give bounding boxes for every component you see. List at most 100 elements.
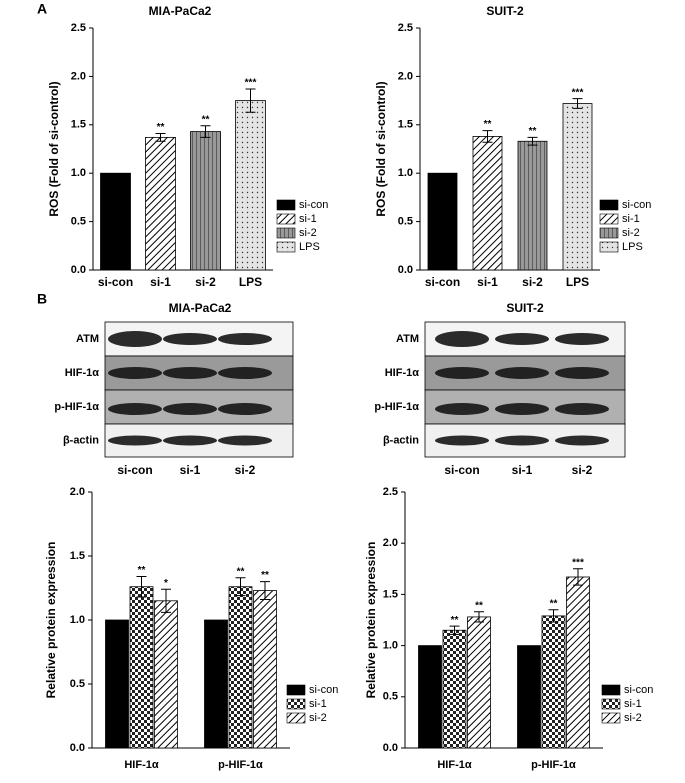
blot-band xyxy=(435,367,489,379)
blot-band xyxy=(495,367,549,379)
blot-lane-label: si-con xyxy=(444,463,479,477)
blot-band xyxy=(163,333,217,345)
y-tick-label: 1.5 xyxy=(383,588,398,600)
legend-label: si-2 xyxy=(299,227,317,239)
error-bar xyxy=(155,133,166,142)
blot-title: SUIT-2 xyxy=(506,301,544,315)
blot-band xyxy=(555,435,609,446)
error-bar xyxy=(235,577,246,597)
y-tick-label: 2.5 xyxy=(383,486,398,498)
significance: ** xyxy=(529,126,537,137)
x-tick-label: si-con xyxy=(425,275,460,289)
bar xyxy=(204,619,228,749)
blot-lane-label: si-2 xyxy=(572,463,593,477)
y-tick-label: 2.0 xyxy=(71,70,86,82)
legend-swatch xyxy=(599,199,619,211)
y-tick-label: 2.0 xyxy=(70,486,85,498)
bar xyxy=(562,103,593,271)
x-tick-label: si-2 xyxy=(195,275,216,289)
legend-label: si-2 xyxy=(309,712,327,724)
significance: ** xyxy=(157,122,165,133)
error-bar xyxy=(482,130,493,143)
x-tick-label: si-1 xyxy=(477,275,498,289)
blot-band xyxy=(555,333,609,345)
legend-swatch xyxy=(276,241,296,253)
legend-swatch xyxy=(601,684,621,696)
y-axis-label: Relative protein expression xyxy=(364,542,378,699)
legend-swatch xyxy=(286,712,306,724)
legend-label: LPS xyxy=(622,241,643,253)
blot-row-label: β-actin xyxy=(383,434,419,446)
blot-band xyxy=(435,403,489,415)
blot-band xyxy=(435,435,489,446)
y-tick-label: 1.5 xyxy=(70,550,85,562)
blot-band xyxy=(495,333,549,345)
bar xyxy=(472,136,503,271)
bar xyxy=(154,600,178,749)
significance: *** xyxy=(572,87,584,98)
bar xyxy=(418,645,442,749)
blot-row-label: HIF-1α xyxy=(385,367,420,379)
legend-label: si-1 xyxy=(309,698,327,710)
blot-band xyxy=(218,333,272,345)
legend-swatch xyxy=(599,227,619,239)
significance: ** xyxy=(202,114,210,125)
y-tick-label: 0.0 xyxy=(71,264,86,276)
legend-swatch xyxy=(276,213,296,225)
significance: ** xyxy=(550,598,558,609)
legend-swatch xyxy=(601,698,621,710)
blot-row-label: p-HIF-1α xyxy=(374,401,419,413)
y-tick-label: 1.5 xyxy=(71,119,86,131)
legend-label: si-2 xyxy=(624,712,642,724)
legend-label: si-con xyxy=(299,199,328,211)
y-tick-label: 0.5 xyxy=(383,691,398,703)
blot-band xyxy=(218,367,272,379)
y-axis-label: Relative protein expression xyxy=(44,542,58,699)
significance: ** xyxy=(475,600,483,611)
x-tick-label: p-HIF-1α xyxy=(531,759,576,771)
legend-label: si-1 xyxy=(624,698,642,710)
blot-row-label: β-actin xyxy=(63,434,99,446)
chart-title: SUIT-2 xyxy=(486,4,524,18)
significance: *** xyxy=(572,557,584,568)
blot-band xyxy=(163,435,217,446)
bar xyxy=(228,586,253,749)
x-tick-label: si-1 xyxy=(150,275,171,289)
error-bar xyxy=(260,581,270,601)
bar xyxy=(427,172,458,271)
bar xyxy=(100,172,131,271)
bar xyxy=(442,629,467,749)
legend-label: si-con xyxy=(309,684,338,696)
legend-swatch xyxy=(601,712,621,724)
error-bar xyxy=(527,136,538,146)
blot-band xyxy=(108,367,162,379)
legend-swatch xyxy=(599,213,619,225)
error-bar xyxy=(573,568,583,586)
error-bar xyxy=(449,625,460,635)
legend-swatch xyxy=(276,227,296,239)
error-bar xyxy=(548,609,559,623)
y-axis-label: ROS (Fold of si-control) xyxy=(374,81,388,216)
blot-lane-label: si-2 xyxy=(235,463,256,477)
x-tick-label: HIF-1α xyxy=(124,759,159,771)
x-tick-label: LPS xyxy=(239,275,262,289)
y-tick-label: 2.0 xyxy=(383,537,398,549)
legend-label: LPS xyxy=(299,241,320,253)
error-bar xyxy=(474,611,484,623)
chart-title: MIA-PaCa2 xyxy=(149,4,212,18)
legend-swatch xyxy=(276,199,296,211)
y-tick-label: 0.5 xyxy=(70,678,85,690)
x-tick-label: p-HIF-1α xyxy=(218,759,263,771)
bar xyxy=(467,616,491,749)
bar xyxy=(517,140,548,271)
legend-label: si-2 xyxy=(622,227,640,239)
blot-row-label: p-HIF-1α xyxy=(54,401,99,413)
blot-band xyxy=(108,403,162,415)
blot-band xyxy=(555,403,609,415)
y-tick-label: 0.0 xyxy=(383,742,398,754)
blot-band xyxy=(435,331,489,347)
y-tick-label: 0.5 xyxy=(398,216,413,228)
error-bar xyxy=(161,588,171,613)
error-bar xyxy=(200,125,211,138)
